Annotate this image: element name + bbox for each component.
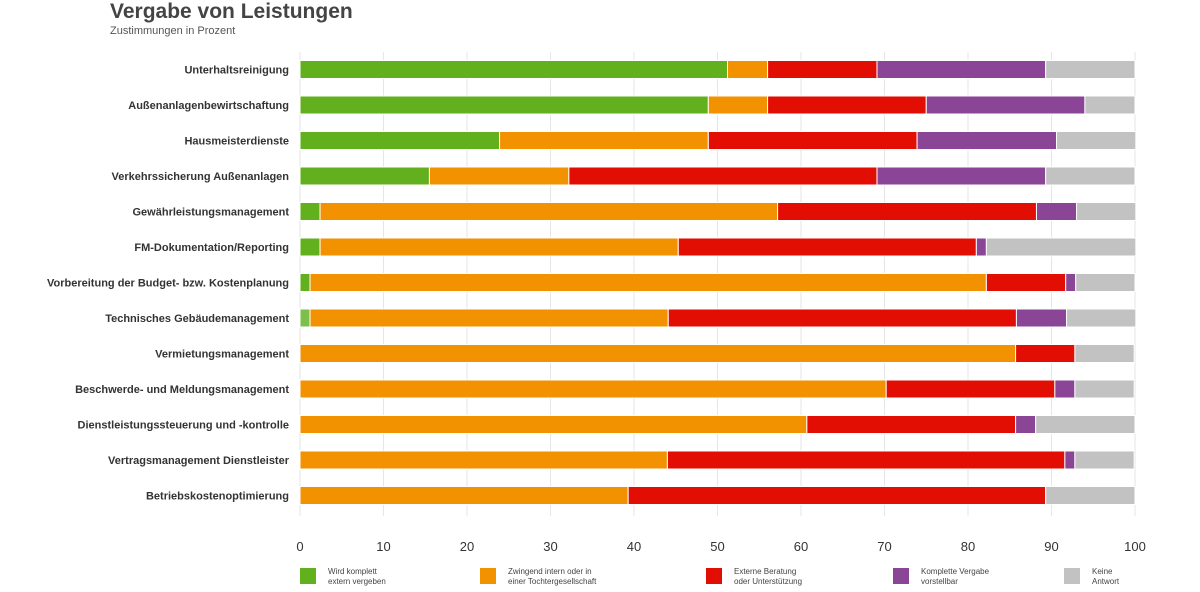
legend-swatch [300, 568, 316, 584]
legend-swatch [1064, 568, 1080, 584]
legend-label: Externe Beratung oder Unterstützung [734, 567, 803, 586]
bar-segment [309, 273, 987, 292]
bar-segment [677, 237, 977, 257]
bar-segment [707, 95, 769, 115]
legend-swatch [893, 568, 909, 584]
bar-segment [299, 131, 501, 150]
x-tick-label: 0 [296, 539, 303, 554]
bar-segment [1074, 450, 1135, 470]
bar-segment [627, 486, 1047, 505]
bar-segment [975, 237, 987, 257]
category-label: Hausmeisterdienste [184, 136, 289, 148]
bar-segment [1065, 273, 1077, 292]
bar-segment [1074, 379, 1135, 399]
bar-segment [667, 308, 1017, 328]
bar-segment [1015, 344, 1076, 363]
legend-label: Komplette Vergabe vorstellbar [921, 567, 990, 586]
x-tick-label: 90 [1044, 539, 1058, 554]
bar-segment [806, 415, 1017, 434]
category-label: Vermietungsmanagement [155, 349, 289, 361]
legend-label: Keine Antwort [1092, 567, 1120, 586]
category-label: Dienstleistungssteuerung und -kontrolle [78, 420, 289, 432]
stacked-bar-chart: Unterhaltsreinigung Außenanlagenbewirtsch… [47, 52, 1146, 554]
bar-segment [1035, 202, 1078, 221]
x-tick-label: 30 [543, 539, 557, 554]
x-tick-label: 50 [710, 539, 724, 554]
bar-segment [428, 166, 570, 186]
bar-segment [916, 131, 1058, 150]
x-tick-label: 100 [1124, 539, 1146, 554]
bar-segment [666, 450, 1066, 470]
x-tick-label: 40 [627, 539, 641, 554]
category-label: FM-Dokumentation/Reporting [134, 242, 289, 254]
bar-segment [767, 60, 878, 79]
x-axis-ticks: 0 10 20 30 40 50 60 70 80 90 100 [296, 539, 1145, 554]
bar-segment [299, 237, 321, 257]
bar-segment [568, 166, 878, 186]
category-label: Vorbereitung der Budget- bzw. Kostenplan… [47, 278, 289, 290]
bar-segment [985, 273, 1067, 292]
category-label: Außenanlagenbewirtschaftung [128, 100, 289, 112]
category-label: Technisches Gebäudemanagement [105, 313, 289, 325]
bar-segment [299, 273, 311, 292]
bar-segment [299, 450, 668, 470]
bar-segment [1076, 202, 1137, 221]
bar-segment [309, 308, 669, 328]
category-label: Vertragsmanagement Dienstleister [108, 455, 290, 467]
category-label: Beschwerde- und Meldungsmanagement [75, 384, 289, 396]
x-tick-label: 80 [961, 539, 975, 554]
bar-segment [1045, 166, 1136, 186]
legend-swatch [480, 568, 496, 584]
bar-segment [299, 202, 321, 221]
bar-segment [1075, 273, 1136, 292]
bar-segment [1045, 486, 1136, 505]
bar-segment [1066, 308, 1137, 328]
legend-label: Wird komplett extern vergeben [328, 567, 386, 586]
x-tick-label: 60 [794, 539, 808, 554]
bar-segment [319, 237, 679, 257]
bar-segment [299, 60, 729, 79]
category-label: Betriebskostenoptimierung [146, 491, 289, 503]
chart-legend: Wird komplett extern vergeben Zwingend in… [0, 567, 1200, 592]
bar-segment [707, 131, 918, 150]
bar-segment [767, 95, 927, 115]
bar-segment [1074, 344, 1135, 363]
x-tick-label: 10 [376, 539, 390, 554]
chart-subtitle: Zustimmungen in Prozent [110, 25, 236, 37]
bar-segment [1056, 131, 1137, 150]
bar-segment [1084, 95, 1136, 115]
bar-segment [1045, 60, 1136, 79]
bar-segment [299, 379, 887, 399]
bar-segment [499, 131, 709, 150]
legend-label: Zwingend intern oder in einer Tochterges… [508, 567, 597, 586]
bar-segment [985, 237, 1137, 257]
x-tick-label: 70 [877, 539, 891, 554]
category-label: Verkehrssicherung Außenanlagen [112, 171, 290, 183]
bar-segment [1015, 308, 1068, 328]
bar-segment [885, 379, 1056, 399]
chart-title: Vergabe von Leistungen [110, 0, 353, 23]
category-label: Unterhaltsreinigung [184, 65, 289, 77]
category-labels: Unterhaltsreinigung Außenanlagenbewirtsch… [47, 65, 290, 503]
bar-segment [319, 202, 779, 221]
bar-segment [876, 60, 1047, 79]
bar-segment [876, 166, 1047, 186]
bar-segment [1015, 415, 1037, 434]
x-tick-label: 20 [460, 539, 474, 554]
bar-segment [777, 202, 1037, 221]
bar-segment [299, 166, 430, 186]
bar-segment [1054, 379, 1076, 399]
bar-segment [727, 60, 769, 79]
chart-bars [299, 60, 1137, 505]
bar-segment [925, 95, 1086, 115]
legend-swatch [706, 568, 722, 584]
bar-segment [299, 95, 709, 115]
bar-segment [1035, 415, 1136, 434]
bar-segment [299, 308, 311, 328]
bar-segment [299, 486, 629, 505]
bar-segment [299, 344, 1017, 363]
bar-segment [1064, 450, 1076, 470]
bar-segment [299, 415, 808, 434]
category-label: Gewährleistungsmanagement [133, 207, 290, 219]
